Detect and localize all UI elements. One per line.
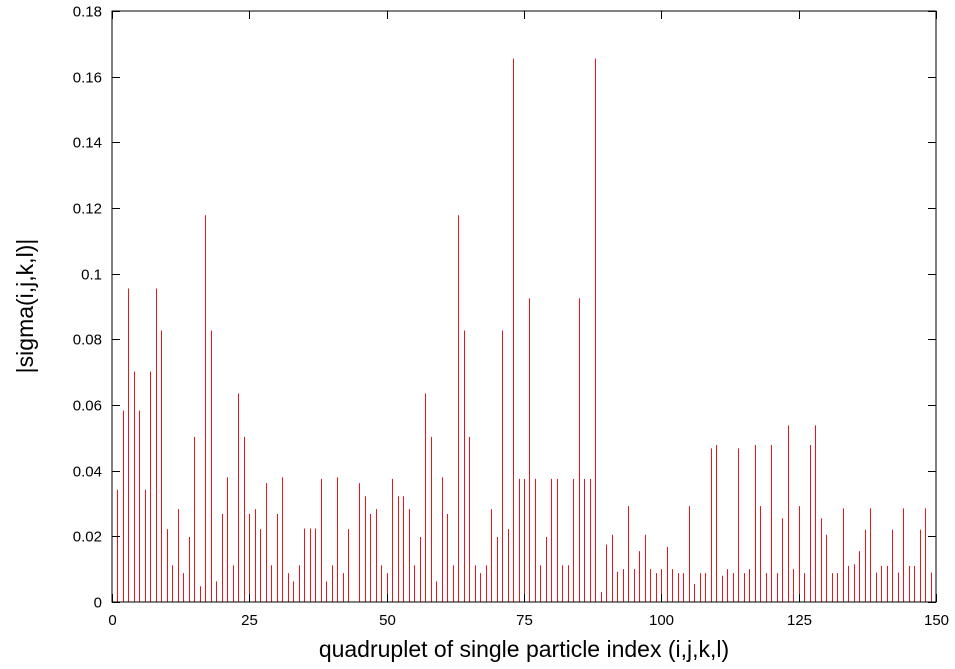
y-tick-label: 0.08 [73, 332, 102, 349]
y-tick-label: 0.18 [73, 4, 102, 21]
x-tick-label: 125 [787, 612, 812, 629]
y-tick-label: 0 [94, 595, 102, 612]
y-axis-label: |sigma(i,j,k,l)| [12, 239, 38, 374]
y-tick-label: 0.06 [73, 398, 102, 415]
y-tick-label: 0.02 [73, 529, 102, 546]
y-tick-label: 0.1 [81, 267, 102, 284]
x-tick-label: 0 [108, 612, 116, 629]
x-tick-label: 50 [379, 612, 396, 629]
plot-frame [111, 10, 937, 603]
y-tick-label: 0.12 [73, 201, 102, 218]
y-tick-label: 0.14 [73, 135, 102, 152]
bar-series [117, 58, 932, 602]
x-tick-label: 25 [241, 612, 258, 629]
y-tick-label: 0.16 [73, 70, 102, 87]
x-tick-label: 100 [649, 612, 674, 629]
x-tick-label: 75 [516, 612, 533, 629]
y-tick-label: 0.04 [73, 464, 102, 481]
x-axis-label: quadruplet of single particle index (i,j… [319, 636, 729, 662]
y-tick-labels: 0 0.02 0.04 0.06 0.08 0.1 0.12 0.14 0.16 0.18 [73, 4, 102, 612]
x-tick-label: 150 [924, 612, 949, 629]
x-tick-labels: 0 25 50 75 100 125 150 [108, 612, 949, 629]
